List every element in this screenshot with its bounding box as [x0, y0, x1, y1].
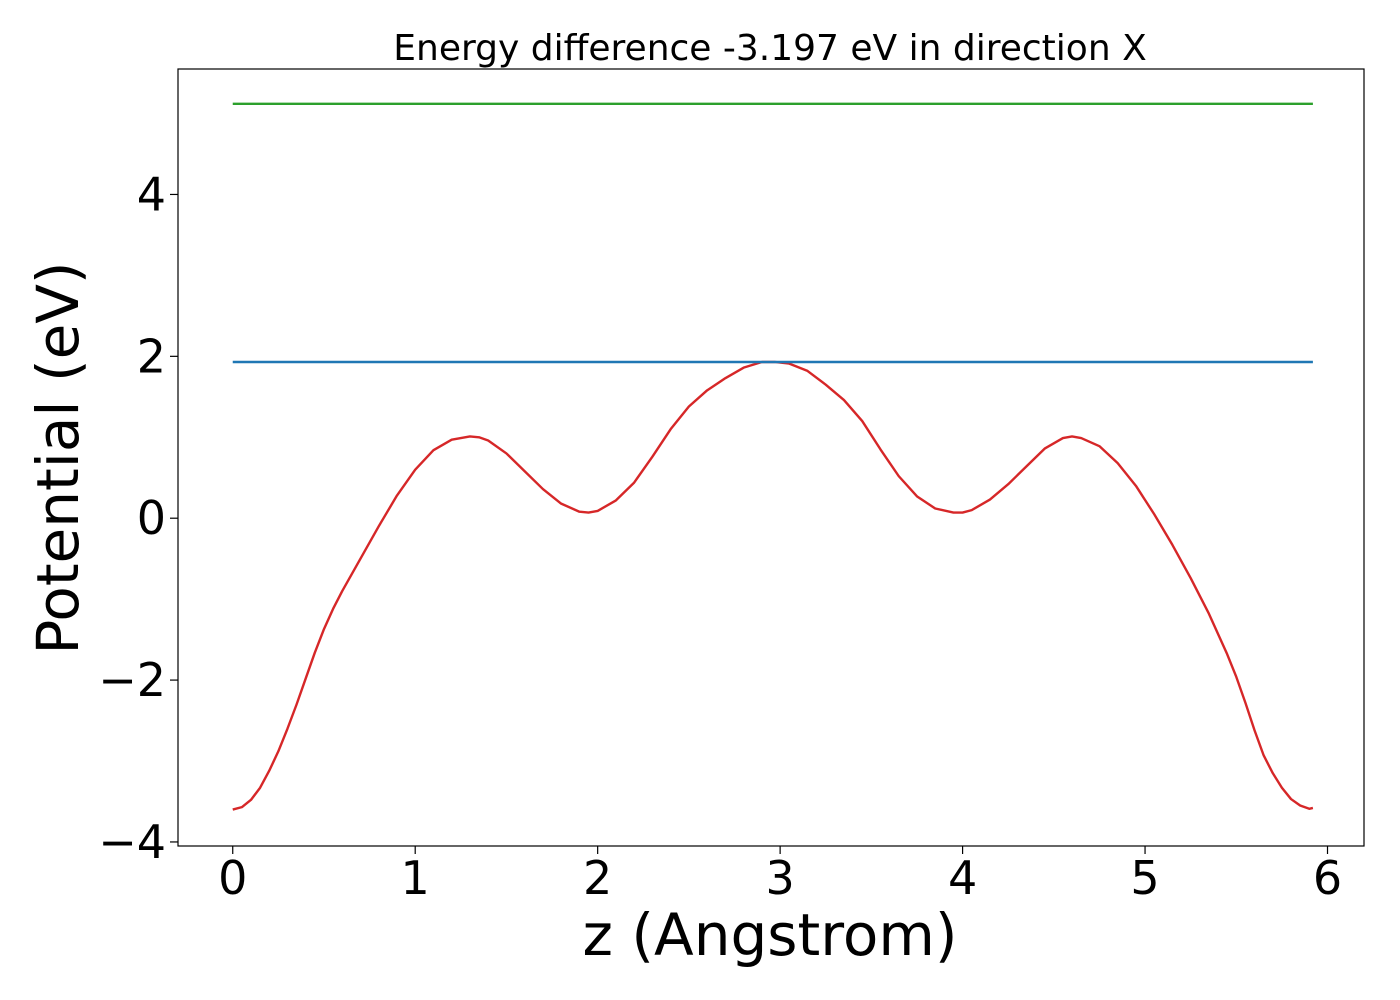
x-tick-label: 3 [765, 851, 794, 905]
x-tick-label: 6 [1313, 851, 1342, 905]
x-axis: 0 1 2 3 4 5 6 [218, 846, 1342, 905]
y-tick-label: −4 [98, 815, 166, 869]
y-tick-label: 0 [137, 491, 166, 545]
series-layer [232, 102, 1314, 811]
y-tick-label: 2 [137, 329, 166, 383]
y-axis-title: Potential (eV) [24, 261, 92, 654]
y-tick-label: −2 [98, 653, 166, 707]
x-axis-title: z (Angstrom) [583, 901, 958, 969]
chart-title: Energy difference -3.197 eV in direction… [393, 28, 1147, 69]
y-axis: −4 −2 0 2 4 [98, 167, 178, 869]
x-tick-label: 1 [401, 851, 430, 905]
x-tick-label: 4 [948, 851, 977, 905]
x-tick-label: 5 [1130, 851, 1159, 905]
x-tick-label: 0 [218, 851, 247, 905]
y-tick-label: 4 [137, 167, 166, 221]
x-tick-label: 2 [583, 851, 612, 905]
plot-area [178, 69, 1364, 846]
plot-border [177, 68, 1365, 847]
